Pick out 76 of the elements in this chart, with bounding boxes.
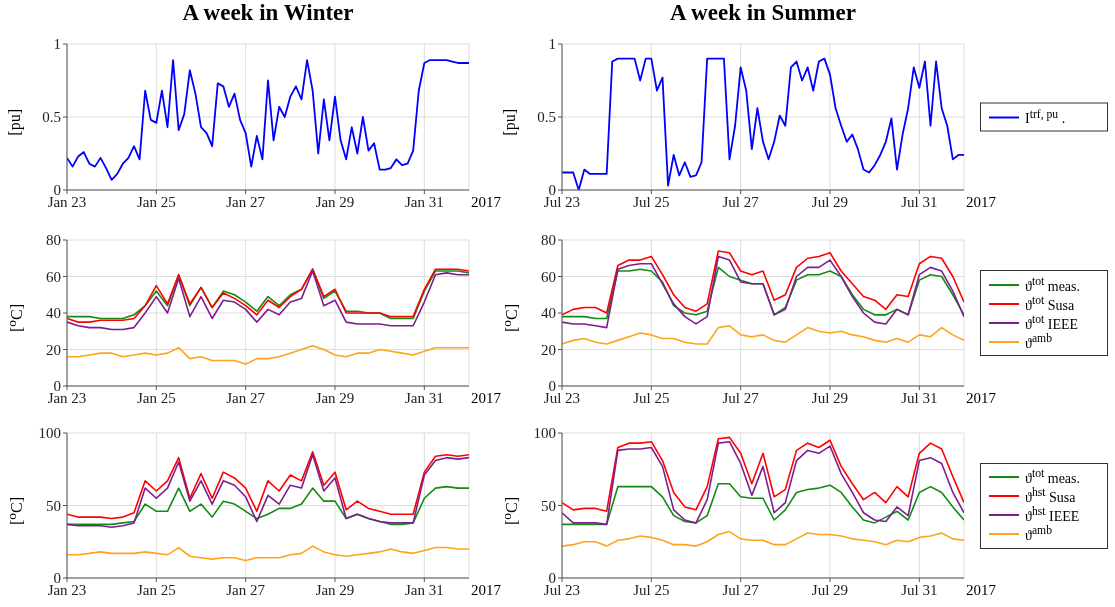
x-tick-label: Jan 31: [404, 193, 444, 210]
legend-label: ϑ$^{hst}$ Susa: [1025, 486, 1076, 506]
x-axis-title: 2017: [471, 194, 501, 211]
x-tick-label: Jan 25: [136, 581, 176, 598]
y-tick-label: 0: [548, 570, 556, 587]
y-tick-label: 50: [46, 497, 61, 514]
y-tick-label: 1: [53, 36, 61, 53]
x-tick-label: Jan 27: [226, 581, 266, 598]
legend-label: ϑ$^{tot}$ meas.: [1025, 467, 1081, 487]
y-axis-title: [pu]: [501, 109, 519, 136]
line-series: [562, 482, 964, 526]
x-tick-label: Jan 31: [404, 389, 444, 406]
line-series: [562, 324, 964, 345]
x-tick-label: Jul 29: [811, 193, 849, 210]
y-tick-label: 40: [541, 305, 556, 322]
y-tick-label: 1: [548, 36, 556, 53]
line-series: [562, 255, 964, 329]
line-series: [67, 59, 469, 181]
x-tick-label: Jul 31: [901, 581, 938, 598]
line-series: [562, 436, 964, 513]
x-tick-label: Jul 27: [722, 581, 760, 598]
y-tick-label: 0.5: [537, 109, 556, 126]
y-tick-label: 20: [541, 341, 556, 358]
x-axis-title: 2017: [966, 390, 996, 407]
x-tick-label: Jan 25: [136, 193, 176, 210]
x-tick-label: Jan 27: [226, 193, 266, 210]
x-tick-label: Jul 29: [811, 389, 849, 406]
y-tick-label: 0: [53, 378, 61, 395]
y-axis-title: [pu]: [6, 109, 24, 136]
legend-label: ϑ$^{tot}$ meas.: [1025, 274, 1081, 295]
x-tick-label: Jul 31: [901, 389, 938, 406]
x-axis-title: 2017: [471, 390, 501, 407]
y-tick-label: 0.5: [42, 109, 61, 126]
chart-title: A week in Summer: [669, 0, 857, 26]
y-tick-label: 80: [46, 232, 61, 249]
line-series: [562, 440, 964, 526]
y-tick-label: 40: [46, 305, 61, 322]
x-tick-label: Jan 27: [226, 389, 266, 406]
x-tick-label: Jan 29: [315, 389, 355, 406]
x-tick-label: Jan 29: [315, 193, 355, 210]
x-tick-label: Jul 25: [633, 193, 670, 210]
x-tick-label: Jul 27: [722, 193, 760, 210]
legend-label: ϑ$^{amb}$: [1025, 331, 1053, 352]
line-series: [67, 345, 469, 365]
line-series: [67, 270, 469, 331]
x-tick-label: Jul 25: [633, 389, 670, 406]
y-tick-label: 60: [541, 268, 556, 285]
x-tick-label: Jan 29: [315, 581, 355, 598]
y-tick-label: 60: [46, 268, 61, 285]
x-axis-title: 2017: [966, 194, 996, 211]
x-tick-label: Jul 25: [633, 581, 670, 598]
legend-label: ϑ$^{amb}$: [1025, 524, 1053, 544]
x-tick-label: Jan 25: [136, 389, 176, 406]
y-tick-label: 80: [541, 232, 556, 249]
chart-title: A week in Winter: [181, 0, 355, 26]
legend-label: I$^{trf, pu}$ .: [1025, 107, 1066, 127]
x-tick-label: Jul 29: [811, 581, 849, 598]
x-tick-label: Jul 27: [722, 389, 760, 406]
y-tick-label: 50: [541, 497, 556, 514]
x-tick-label: Jul 31: [901, 193, 938, 210]
line-series: [562, 530, 964, 547]
y-tick-label: 100: [38, 425, 61, 442]
y-tick-label: 0: [548, 182, 556, 199]
x-tick-label: Jan 31: [404, 581, 444, 598]
x-axis-title: 2017: [471, 582, 501, 599]
y-tick-label: 0: [548, 378, 556, 395]
x-axis-title: 2017: [966, 582, 996, 599]
legend-label: ϑ$^{tot}$ IEEE: [1025, 312, 1079, 333]
y-tick-label: 20: [46, 341, 61, 358]
y-tick-label: 100: [533, 425, 556, 442]
legend-label: ϑ$^{hst}$ IEEE: [1025, 505, 1080, 525]
y-tick-label: 0: [53, 570, 61, 587]
legend-label: ϑ$^{tot}$ Susa: [1025, 293, 1075, 314]
line-series: [67, 545, 469, 562]
y-tick-label: 0: [53, 182, 61, 199]
line-series: [562, 250, 964, 316]
